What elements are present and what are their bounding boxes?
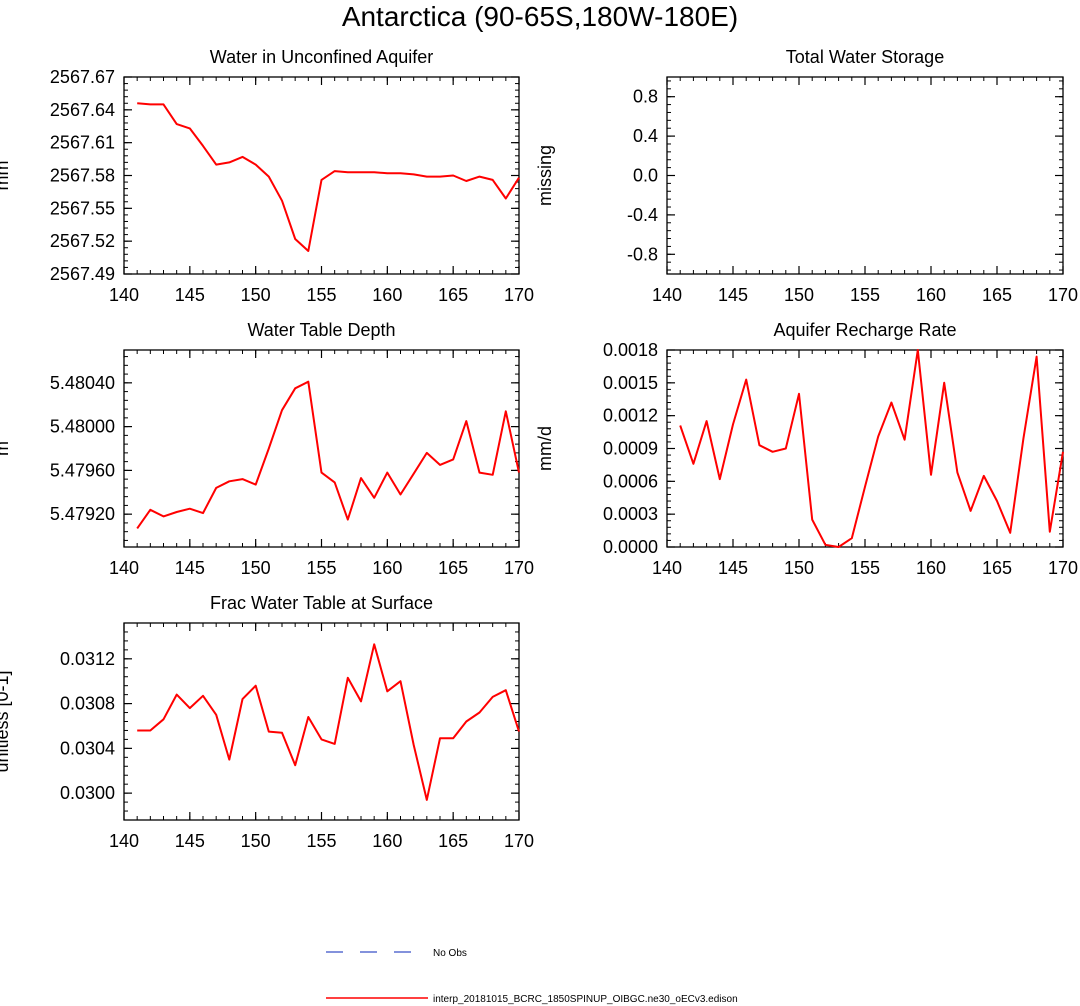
plot-frame bbox=[123, 349, 520, 548]
y-tick-label: 2567.49 bbox=[50, 264, 115, 284]
y-tick-label: 0.0018 bbox=[603, 340, 658, 360]
y-tick-label: 0.0009 bbox=[603, 439, 658, 459]
x-tick-label: 140 bbox=[652, 285, 682, 305]
panel-title: Aquifer Recharge Rate bbox=[773, 320, 956, 340]
y-tick-label: 5.47960 bbox=[50, 460, 115, 480]
y-tick-label: 2567.55 bbox=[50, 198, 115, 218]
x-tick-label: 170 bbox=[1048, 558, 1078, 578]
x-tick-label: 170 bbox=[504, 831, 534, 851]
x-tick-label: 150 bbox=[241, 285, 271, 305]
y-axis-label: unitless [0-1] bbox=[0, 670, 12, 772]
x-tick-label: 165 bbox=[438, 285, 468, 305]
y-tick-label: 0.0308 bbox=[60, 694, 115, 714]
y-tick-label: 2567.64 bbox=[50, 100, 115, 120]
x-tick-label: 145 bbox=[718, 558, 748, 578]
x-tick-label: 165 bbox=[982, 285, 1012, 305]
y-tick-label: 0.0012 bbox=[603, 406, 658, 426]
y-tick-label: 2567.58 bbox=[50, 166, 115, 186]
x-tick-label: 140 bbox=[652, 558, 682, 578]
plot-frame bbox=[123, 76, 520, 275]
x-tick-label: 150 bbox=[241, 558, 271, 578]
x-tick-label: 165 bbox=[438, 558, 468, 578]
panel-water-table-depth: Water Table Depth m 140 145 150 155 160 165 170 5… bbox=[0, 320, 534, 578]
panel-aquifer-recharge-rate: Aquifer Recharge Rate mm/d 140 145 150 155 160… bbox=[535, 320, 1078, 578]
x-tick-label: 160 bbox=[916, 285, 946, 305]
y-tick-label: 5.48000 bbox=[50, 417, 115, 437]
y-tick-label: 0.0312 bbox=[60, 649, 115, 669]
series-line bbox=[136, 380, 520, 529]
y-tick-label: 0.0 bbox=[633, 166, 658, 186]
x-tick-label: 145 bbox=[175, 831, 205, 851]
y-tick-label: 5.47920 bbox=[50, 504, 115, 524]
y-tick-label: 2567.67 bbox=[50, 67, 115, 87]
x-tick-label: 140 bbox=[109, 558, 139, 578]
x-tick-label: 170 bbox=[504, 558, 534, 578]
series-line bbox=[137, 102, 520, 252]
y-tick-label: 2567.61 bbox=[50, 133, 115, 153]
x-tick-label: 140 bbox=[109, 831, 139, 851]
y-tick-label: 0.4 bbox=[633, 126, 658, 146]
plot-frame bbox=[123, 622, 520, 821]
x-tick-label: 155 bbox=[306, 831, 336, 851]
x-tick-label: 170 bbox=[504, 285, 534, 305]
plot-frame bbox=[666, 76, 1064, 275]
x-tick-label: 150 bbox=[784, 558, 814, 578]
x-tick-label: 155 bbox=[850, 558, 880, 578]
panel-total-water-storage: Total Water Storage missing 140 145 150 155 16… bbox=[535, 47, 1078, 305]
y-tick-label: 2567.52 bbox=[50, 231, 115, 251]
y-tick-label: -0.4 bbox=[627, 205, 658, 225]
x-tick-label: 150 bbox=[241, 831, 271, 851]
x-tick-label: 155 bbox=[306, 285, 336, 305]
x-tick-label: 170 bbox=[1048, 285, 1078, 305]
x-tick-label: 145 bbox=[718, 285, 748, 305]
x-tick-label: 160 bbox=[372, 558, 402, 578]
page-title: Antarctica (90-65S,180W-180E) bbox=[341, 1, 739, 32]
y-tick-label: 0.0015 bbox=[603, 373, 658, 393]
panel-water-in-unconfined-aquifer: Water in Unconfined Aquifer mm 140 145 150 15… bbox=[0, 47, 534, 305]
y-tick-label: 5.48040 bbox=[50, 373, 115, 393]
x-tick-label: 155 bbox=[850, 285, 880, 305]
x-tick-label: 150 bbox=[784, 285, 814, 305]
legend-label-model: interp_20181015_BCRC_1850SPINUP_OIBGC.ne… bbox=[433, 994, 738, 1005]
y-tick-label: 0.0000 bbox=[603, 537, 658, 557]
x-tick-label: 165 bbox=[982, 558, 1012, 578]
y-axis-label: missing bbox=[535, 145, 555, 206]
y-tick-label: 0.0304 bbox=[60, 738, 115, 758]
x-tick-label: 145 bbox=[175, 285, 205, 305]
y-tick-label: 0.0003 bbox=[603, 504, 658, 524]
panel-title: Frac Water Table at Surface bbox=[210, 593, 433, 613]
panel-title: Water in Unconfined Aquifer bbox=[210, 47, 433, 67]
panel-title: Total Water Storage bbox=[786, 47, 944, 67]
x-tick-label: 160 bbox=[916, 558, 946, 578]
y-tick-label: 0.0300 bbox=[60, 783, 115, 803]
x-tick-label: 145 bbox=[175, 558, 205, 578]
series-line bbox=[137, 643, 520, 801]
y-tick-label: 0.0006 bbox=[603, 471, 658, 491]
y-tick-label: 0.8 bbox=[633, 87, 658, 107]
y-axis-label: m bbox=[0, 441, 12, 456]
x-tick-label: 160 bbox=[372, 831, 402, 851]
x-tick-label: 155 bbox=[306, 558, 336, 578]
y-tick-label: -0.8 bbox=[627, 244, 658, 264]
y-axis-label: mm bbox=[0, 161, 12, 191]
y-axis-label: mm/d bbox=[535, 426, 555, 471]
panel-title: Water Table Depth bbox=[247, 320, 395, 340]
legend: No Obs interp_20181015_BCRC_1850SPINUP_OI… bbox=[326, 948, 738, 1005]
x-tick-label: 140 bbox=[109, 285, 139, 305]
legend-label-no-obs: No Obs bbox=[433, 948, 467, 959]
panel-frac-water-table-at-surface: Frac Water Table at Surface unitless [0-1… bbox=[0, 593, 534, 851]
x-tick-label: 160 bbox=[372, 285, 402, 305]
x-tick-label: 165 bbox=[438, 831, 468, 851]
series-line bbox=[679, 349, 1064, 548]
